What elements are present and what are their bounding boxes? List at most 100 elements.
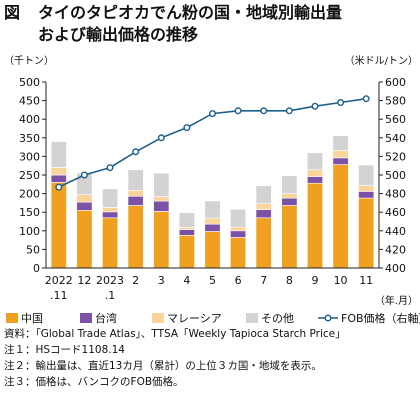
bar-0-1 [76,210,93,269]
x-tick-4: 3 [158,274,165,287]
left-tick-200: 200 [19,188,40,201]
export-chart: （千トン） （米ドル/トン） 0 50 100 150 200 250 300 350 400 4… [4,54,420,325]
bar-1-6 [204,223,221,232]
bar-1-9 [281,197,298,206]
bar-3-8 [255,185,272,205]
fob-price-point-0 [55,183,63,191]
left-tick-450: 450 [19,95,40,108]
bar-0-0 [50,182,67,269]
x-tick-5: 4 [183,274,190,287]
bar-layer [50,135,375,269]
fob-price-point-5 [183,124,191,132]
bar-2-0 [50,167,67,176]
bar-1-10 [306,176,323,184]
x-tick-8: 7 [260,274,267,287]
fob-price-point-2 [106,164,114,172]
bar-2-6 [204,217,221,225]
bar-1-3 [127,195,144,206]
legend: 中国 台湾 マレーシア その他 FOB価格（右軸） [6,311,420,325]
bar-3-5 [178,212,195,228]
left-axis-unit: （千トン） [4,55,54,67]
bar-0-10 [306,182,323,269]
left-tick-250: 250 [19,169,40,182]
x-tick-sub-0: .11 [50,289,68,302]
bar-0-11 [332,164,349,269]
axes-layer: 0 50 100 150 200 250 300 350 400 450 500 400 420 440 4… [19,76,406,302]
bar-1-12 [358,191,375,199]
legend-label-2: マレーシア [167,312,222,325]
bar-3-3 [127,169,144,191]
note-2: 注２：輸出量は、直近13カ月（累計）の上位３カ国・地域を表示。 [4,360,322,372]
left-tick-0: 0 [33,262,40,275]
bar-2-4 [153,196,170,202]
bar-2-5 [178,227,195,231]
bar-2-11 [332,150,349,159]
left-tick-350: 350 [19,132,40,145]
bar-0-9 [281,205,298,269]
price-line-layer [55,95,370,191]
bar-2-3 [127,190,144,197]
bar-2-2 [102,207,119,213]
bar-0-2 [102,217,119,269]
legend-label-1: 台湾 [95,311,117,325]
bar-1-1 [76,201,93,211]
bar-0-12 [358,197,375,269]
left-tick-100: 100 [19,225,40,238]
legend-label-3: その他 [261,312,294,325]
right-tick-420: 420 [385,243,406,256]
bar-3-6 [204,200,221,219]
note-source: 資料：「Global Trade Atlas」、TTSA「Weekly Tapi… [4,328,346,340]
legend-swatch-1 [80,313,92,323]
bar-3-2 [102,188,119,208]
fob-price-point-7 [234,107,242,115]
fob-price-point-1 [80,171,88,179]
fob-price-point-4 [157,134,165,142]
right-tick-440: 440 [385,225,406,238]
fob-price-point-9 [285,107,293,115]
bar-2-1 [76,194,93,203]
x-tick-1: 12 [77,274,91,287]
bar-2-8 [255,203,272,210]
bar-2-10 [306,169,323,177]
fob-price-point-11 [337,98,345,106]
bar-3-10 [306,152,323,171]
x-tick-10: 9 [311,274,318,287]
left-tick-300: 300 [19,150,40,163]
bar-0-6 [204,231,221,269]
bar-0-4 [153,211,170,269]
left-tick-150: 150 [19,206,40,219]
title-line-1: タイのタピオカでん粉の国・地域別輸出量 [38,3,343,22]
right-tick-400: 400 [385,262,406,275]
x-tick-3: 2 [132,274,139,287]
right-tick-520: 520 [385,150,406,163]
bar-1-4 [153,200,170,212]
title-line-2: および輸出価格の推移 [38,25,199,44]
right-tick-480: 480 [385,188,406,201]
bar-2-7 [230,226,247,232]
bar-2-9 [281,193,298,199]
bar-3-7 [230,208,247,228]
bar-3-11 [332,135,349,151]
bar-3-4 [153,172,170,197]
right-tick-580: 580 [385,95,406,108]
fob-price-point-3 [132,148,140,156]
right-axis-unit: （米ドル/トン） [345,54,418,67]
legend-line-marker [324,314,332,322]
note-3: 注３：価格は、バンコクのFOB価格。 [4,376,184,388]
right-tick-500: 500 [385,169,406,182]
bar-0-7 [230,237,247,269]
bar-1-8 [255,209,272,219]
x-tick-9: 8 [286,274,293,287]
bar-1-5 [178,229,195,236]
right-tick-600: 600 [385,76,406,89]
bar-0-8 [255,217,272,269]
bar-1-11 [332,157,349,165]
right-tick-540: 540 [385,132,406,145]
bar-3-12 [358,164,375,186]
figure-label: 図 [4,3,21,22]
chart-title: 図タイのタピオカでん粉の国・地域別輸出量 および輸出価格の推移 [4,2,342,46]
x-tick-11: 10 [334,274,348,287]
bar-1-2 [102,211,119,219]
x-tick-2: 2023 [96,274,124,287]
left-tick-400: 400 [19,113,40,126]
